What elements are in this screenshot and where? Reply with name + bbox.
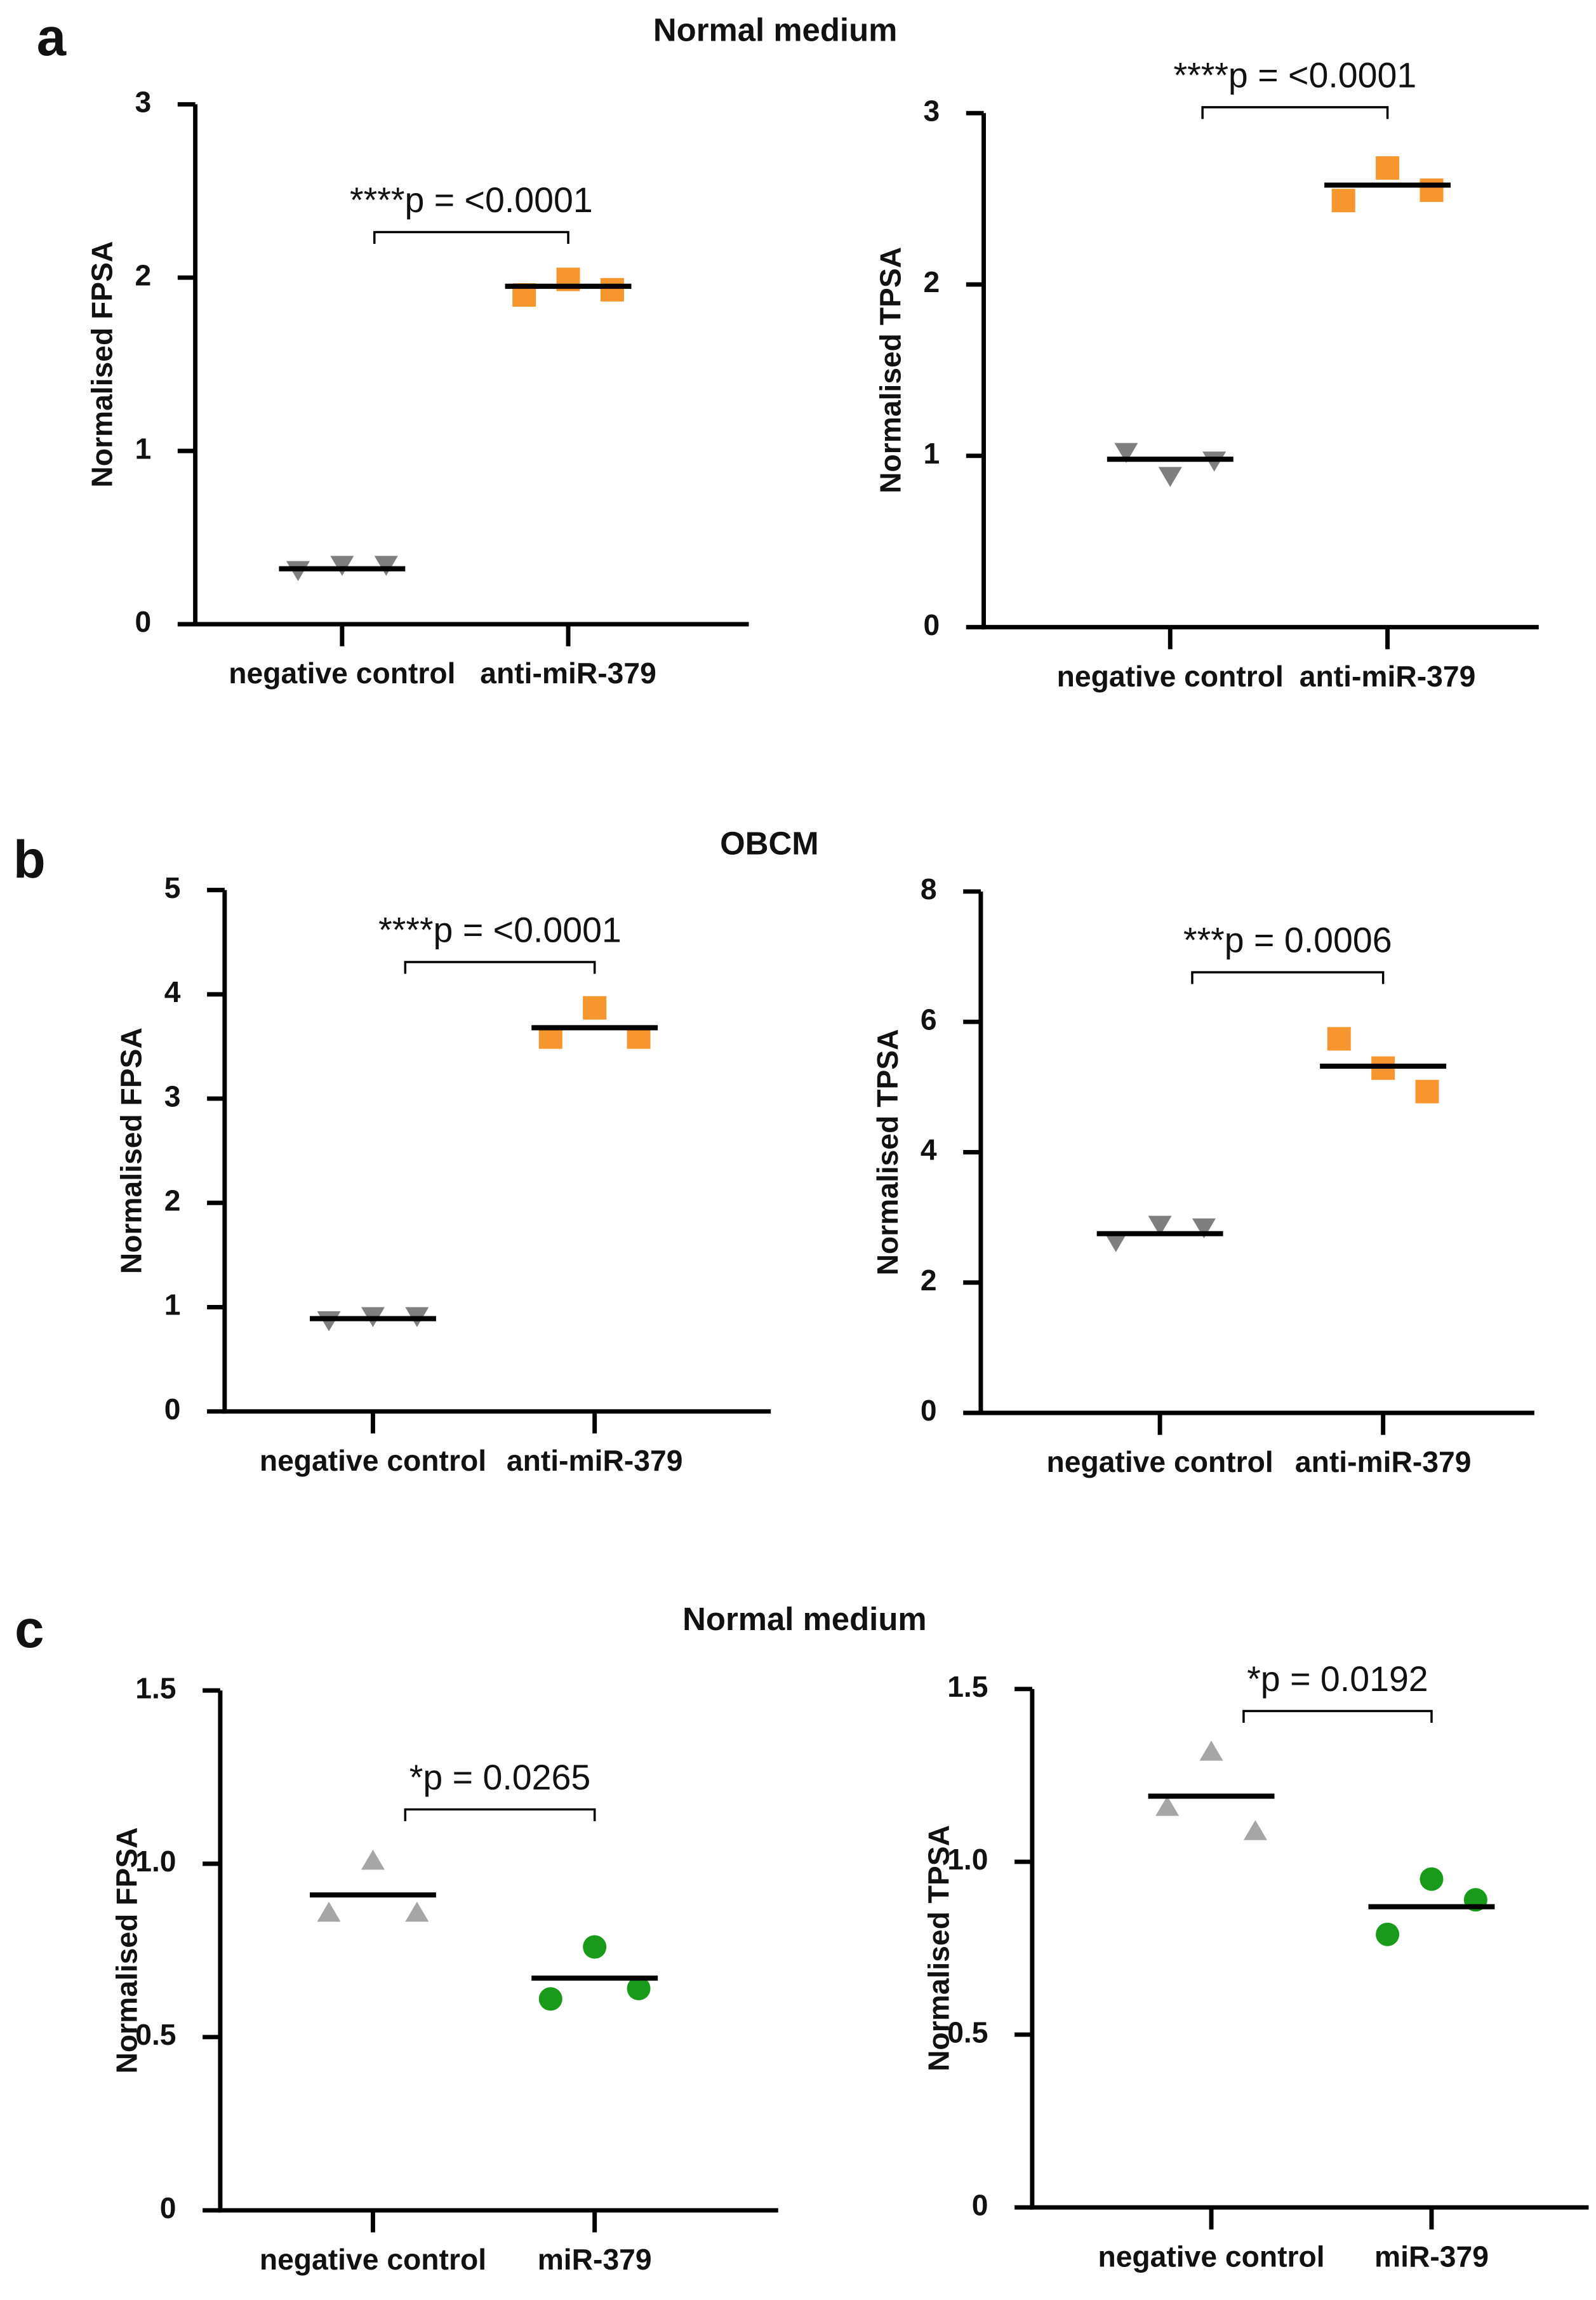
data-point <box>361 1849 385 1870</box>
x-tick-label: negative control <box>260 2243 486 2276</box>
y-axis-label: Normalised TPSA <box>871 1029 904 1275</box>
y-tick-label: 2 <box>923 265 940 298</box>
y-tick-label: 1.5 <box>135 1671 176 1704</box>
significance-bracket <box>1201 106 1389 119</box>
significance-bracket <box>1242 1709 1433 1723</box>
panel-letter: a <box>37 8 67 67</box>
y-tick-label: 0.5 <box>135 2018 176 2051</box>
significance-label: *p = 0.0265 <box>409 1758 590 1797</box>
x-tick-label: negative control <box>1057 660 1284 693</box>
data-point <box>1331 189 1355 213</box>
y-tick-label: 2 <box>921 1264 937 1297</box>
y-tick-label: 0 <box>921 1394 937 1427</box>
y-tick-label: 1.5 <box>947 1670 988 1703</box>
significance-label: *p = 0.0192 <box>1247 1659 1428 1699</box>
y-tick-label: 2 <box>164 1184 181 1217</box>
y-tick-label: 0 <box>160 2191 176 2224</box>
data-point <box>317 1311 341 1332</box>
x-tick-label: anti-miR-379 <box>507 1444 683 1477</box>
y-tick-label: 1 <box>164 1288 181 1321</box>
y-axis-label: Normalised TPSA <box>922 1825 955 2071</box>
panel-letter: c <box>15 1600 44 1659</box>
data-point <box>583 1935 607 1959</box>
y-tick-label: 4 <box>921 1133 937 1167</box>
x-tick-label: negative control <box>229 657 455 690</box>
y-tick-label: 0 <box>164 1393 181 1426</box>
x-tick-label: anti-miR-379 <box>1300 660 1476 693</box>
data-point <box>600 277 624 302</box>
panel-title: Normal medium <box>682 1601 926 1637</box>
x-tick-label: negative control <box>260 1444 486 1477</box>
significance-bracket <box>404 961 596 974</box>
data-point <box>538 1987 562 2011</box>
significance-label: ****p = <0.0001 <box>378 910 622 949</box>
y-tick-label: 1 <box>923 437 940 470</box>
y-tick-label: 3 <box>923 94 940 127</box>
data-point <box>627 1977 651 2001</box>
data-point <box>1376 156 1400 180</box>
y-tick-label: 8 <box>921 873 937 906</box>
data-point <box>374 556 398 576</box>
y-tick-label: 5 <box>164 871 181 904</box>
data-point <box>1192 1218 1216 1239</box>
y-tick-label: 1 <box>135 432 151 465</box>
data-point <box>1114 443 1138 464</box>
data-point <box>1420 178 1444 203</box>
data-point <box>583 996 607 1020</box>
data-point <box>1415 1080 1439 1104</box>
y-tick-label: 0 <box>972 2188 988 2221</box>
data-point <box>405 1901 429 1922</box>
y-axis-label: Normalised TPSA <box>874 247 907 493</box>
data-point <box>1376 1922 1400 1946</box>
data-point <box>1104 1232 1128 1252</box>
y-tick-label: 0 <box>135 605 151 638</box>
data-point <box>1420 1867 1444 1891</box>
significance-label: ****p = <0.0001 <box>1174 55 1417 95</box>
significance-bracket <box>1191 971 1385 984</box>
x-tick-label: negative control <box>1046 1445 1273 1478</box>
x-tick-label: anti-miR-379 <box>480 657 656 690</box>
panel-letter: b <box>13 830 46 889</box>
panel-title: OBCM <box>720 826 818 862</box>
data-point <box>1158 467 1182 487</box>
x-tick-label: anti-miR-379 <box>1295 1445 1472 1478</box>
y-tick-label: 0 <box>923 608 940 641</box>
y-tick-label: 6 <box>921 1003 937 1036</box>
data-point <box>1148 1215 1172 1236</box>
y-tick-label: 1.0 <box>135 1845 176 1878</box>
data-point <box>1327 1027 1351 1051</box>
x-tick-label: miR-379 <box>538 2243 652 2276</box>
y-tick-label: 3 <box>164 1080 181 1113</box>
significance-label: ****p = <0.0001 <box>350 180 593 220</box>
y-tick-label: 0.5 <box>947 2016 988 2049</box>
data-point <box>1243 1820 1267 1840</box>
y-tick-label: 1.0 <box>947 1843 988 1876</box>
x-tick-label: negative control <box>1098 2240 1324 2273</box>
y-axis-label: Normalised FPSA <box>110 1827 143 2073</box>
y-axis-label: Normalised FPSA <box>85 241 118 488</box>
significance-bracket <box>373 231 569 244</box>
y-axis-label: Normalised FPSA <box>115 1027 148 1274</box>
y-tick-label: 4 <box>164 975 181 1008</box>
significance-label: ***p = 0.0006 <box>1183 921 1392 960</box>
y-tick-label: 2 <box>135 258 151 291</box>
x-tick-label: miR-379 <box>1374 2240 1489 2273</box>
y-tick-label: 3 <box>135 86 151 119</box>
significance-bracket <box>404 1808 596 1821</box>
data-point <box>1199 1741 1223 1761</box>
data-point <box>330 556 354 576</box>
data-point <box>317 1901 341 1922</box>
data-point <box>1155 1796 1180 1816</box>
panel-title: Normal medium <box>653 11 897 48</box>
